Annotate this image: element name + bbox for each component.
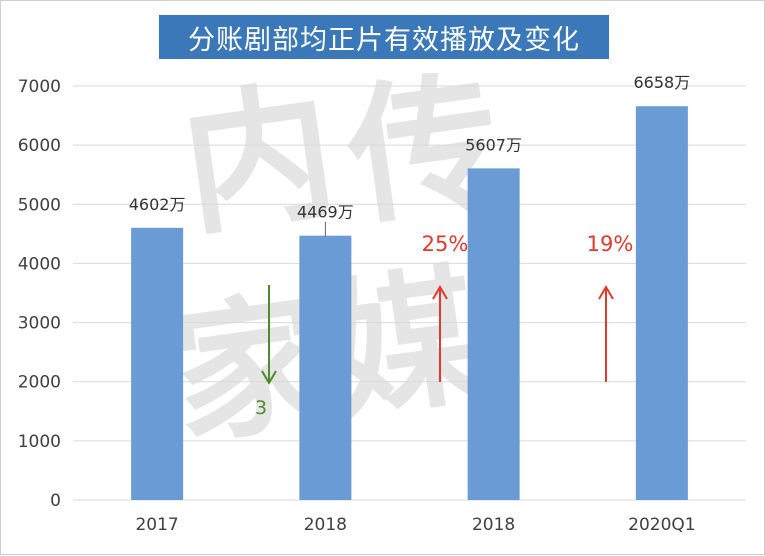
annotation-text: 3: [255, 397, 267, 419]
arrow-head: [598, 285, 614, 300]
y-tick-label: 0: [50, 491, 61, 511]
arrow-head: [432, 285, 448, 300]
bar: [299, 235, 352, 501]
annotations: 3 25% 19%: [255, 232, 633, 419]
annotation-text: 25%: [422, 232, 469, 256]
y-tick-label: 1000: [18, 432, 61, 452]
arrow-head: [261, 370, 277, 385]
x-tick-label: 2017: [135, 515, 178, 535]
up-arrow-icon: [432, 285, 448, 382]
y-tick-label: 4000: [18, 254, 61, 274]
x-axis: 2017 2018 2018 2020Q1: [135, 515, 695, 535]
watermark-glyph: 内: [172, 62, 345, 257]
data-label: 4602万: [129, 195, 186, 214]
chart-title: 分账剧部均正片有效播放及变化: [159, 15, 609, 59]
data-label: 6658万: [634, 73, 691, 92]
bar: [467, 168, 520, 501]
y-tick-label: 5000: [18, 195, 61, 215]
y-tick-label: 3000: [18, 314, 61, 334]
y-tick-label: 7000: [18, 77, 61, 97]
bars: [131, 106, 688, 501]
bar: [635, 106, 688, 500]
bar: [131, 227, 184, 500]
x-tick-label: 2020Q1: [628, 515, 695, 535]
gridlines: [73, 85, 746, 501]
x-tick-label: 2018: [304, 515, 347, 535]
down-arrow-icon: [261, 285, 277, 385]
data-label: 5607万: [465, 135, 522, 154]
y-tick-label: 2000: [18, 373, 61, 393]
y-tick-label: 6000: [18, 136, 61, 156]
up-arrow-icon: [598, 285, 614, 382]
data-label: 4469万: [297, 203, 354, 222]
x-tick-label: 2018: [472, 515, 515, 535]
annotation-text: 19%: [587, 232, 634, 256]
data-labels: 4602万 4469万 5607万 6658万: [129, 73, 691, 237]
y-axis: 0 1000 2000 3000 4000 5000 6000 7000: [18, 77, 61, 511]
